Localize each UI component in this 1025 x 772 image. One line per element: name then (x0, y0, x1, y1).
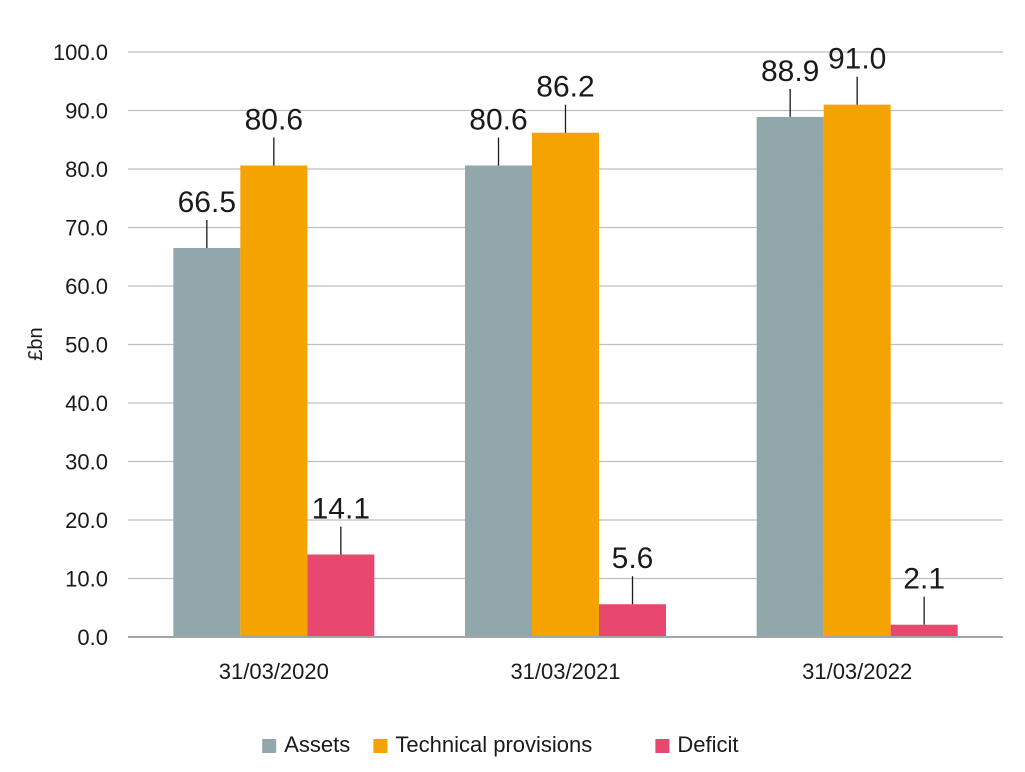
data-label: 80.6 (245, 103, 303, 136)
data-label: 5.6 (612, 542, 654, 575)
data-labels: 66.5 80.6 14.1 80.6 86.2 5.6 88.9 91.0 2.1 (178, 43, 945, 625)
legend-label: Assets (284, 732, 350, 757)
bars (173, 104, 958, 638)
y-tick-label: 90.0 (65, 99, 108, 124)
y-tick-label: 70.0 (65, 216, 108, 241)
data-label: 2.1 (903, 563, 945, 596)
x-tick-label: 31/03/2022 (802, 659, 912, 684)
bar (823, 104, 891, 637)
bar (173, 247, 241, 637)
data-label: 14.1 (312, 493, 370, 526)
y-tick-label: 20.0 (65, 508, 108, 533)
legend-swatch (262, 739, 277, 753)
y-tick-label: 50.0 (65, 333, 108, 358)
y-tick-label: 10.0 (65, 567, 108, 592)
x-tick-label: 31/03/2021 (510, 659, 620, 684)
legend: Assets Technical provisions Deficit (262, 732, 739, 757)
data-label: 91.0 (828, 43, 886, 76)
legend-swatch (655, 739, 670, 753)
axes: 0.0 10.0 20.0 30.0 40.0 50.0 60.0 70.0 80.0 90.0 1… (53, 40, 1003, 684)
x-tick-label: 31/03/2020 (219, 659, 329, 684)
data-label: 66.5 (178, 186, 236, 219)
data-label: 86.2 (536, 71, 594, 104)
bar (465, 165, 532, 638)
bar (890, 624, 958, 637)
bar (307, 554, 375, 637)
y-tick-label: 100.0 (53, 40, 108, 65)
y-tick-label: 30.0 (65, 450, 108, 475)
y-axis-title: £bn (25, 327, 47, 360)
legend-swatch (373, 739, 388, 753)
legend-label: Technical provisions (395, 732, 592, 757)
y-tick-label: 60.0 (65, 274, 108, 299)
legend-label: Deficit (677, 732, 738, 757)
bar (240, 165, 308, 638)
y-tick-label: 80.0 (65, 157, 108, 182)
data-label: 88.9 (761, 55, 819, 88)
bar (756, 116, 824, 637)
y-tick-label: 40.0 (65, 391, 108, 416)
bar (599, 604, 666, 637)
data-label: 80.6 (469, 103, 527, 136)
bar (532, 132, 599, 638)
y-tick-label: 0.0 (77, 625, 108, 650)
